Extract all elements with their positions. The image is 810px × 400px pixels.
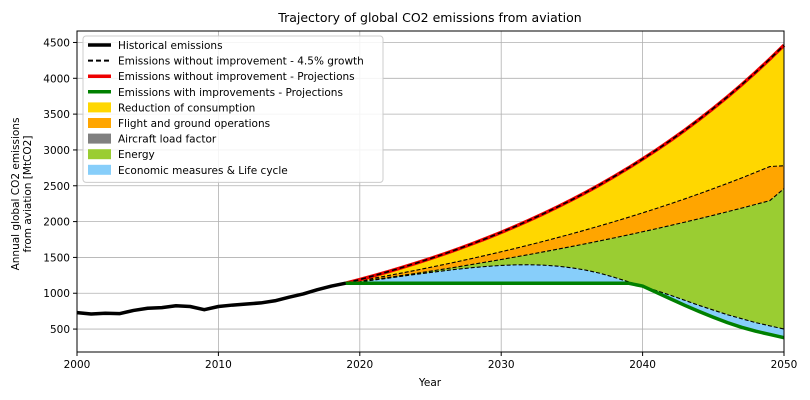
- y-axis-title-line-2: from aviation [MtCO2]: [22, 136, 34, 253]
- legend-patch-swatch: [88, 149, 111, 160]
- x-tick-label: 2040: [629, 359, 656, 371]
- legend-entry-label: Flight and ground operations: [118, 118, 270, 130]
- x-tick-label: 2030: [488, 359, 515, 371]
- y-tick-label: 500: [50, 324, 70, 336]
- legend-patch-swatch: [88, 164, 111, 175]
- y-tick-label: 3500: [43, 109, 70, 121]
- y-tick-label: 4500: [43, 37, 70, 49]
- legend-entry-label: Historical emissions: [118, 40, 223, 52]
- axis-ticks: 2000 2010 2020 2030 2040 2050 500 1000 1500 2000 2…: [43, 37, 797, 371]
- legend: Historical emissions Emissions without im…: [82, 35, 384, 183]
- y-tick-label: 1500: [43, 252, 70, 264]
- legend-entry-label: Emissions without improvement - 4.5% gro…: [118, 56, 364, 68]
- legend-entry-label: Energy: [118, 149, 155, 161]
- x-axis-title: Year: [418, 377, 442, 389]
- series-lines: [76, 44, 786, 340]
- legend-entry-label: Emissions with improvements - Projection…: [118, 87, 343, 99]
- legend-patch-swatch: [88, 102, 111, 113]
- legend-box: [82, 35, 384, 183]
- area-energy: [345, 188, 784, 330]
- operations-boundary-line: [345, 188, 785, 284]
- plot-frame: [76, 30, 785, 353]
- historical-emissions-line: [76, 281, 347, 316]
- y-tick-label: 1000: [43, 288, 70, 300]
- y-tick-label: 2500: [43, 181, 70, 193]
- growth-dashed-line: [345, 44, 785, 284]
- legend-entry-label: Economic measures & Life cycle: [118, 165, 288, 177]
- x-tick-label: 2050: [771, 359, 798, 371]
- legend-patch-swatch: [88, 133, 111, 144]
- legend-entry-label: Reduction of consumption: [118, 102, 255, 114]
- y-axis-title-line-1: Annual global CO2 emissions: [10, 118, 22, 271]
- y-tick-label: 3000: [43, 145, 70, 157]
- energy-boundary-line: [345, 264, 785, 330]
- x-tick-label: 2000: [64, 359, 91, 371]
- legend-entry-label: Aircraft load factor: [118, 134, 217, 146]
- y-tick-label: 4000: [43, 73, 70, 85]
- chart-title: Trajectory of global CO2 emissions from …: [277, 10, 581, 25]
- x-tick-label: 2020: [346, 359, 373, 371]
- legend-patch-swatch: [88, 118, 111, 128]
- x-tick-label: 2010: [205, 359, 232, 371]
- legend-entry-label: Emissions without improvement - Projecti…: [118, 71, 355, 83]
- projection-with-improvements-line: [345, 281, 785, 340]
- consumption-boundary-line: [345, 165, 785, 284]
- y-tick-label: 2000: [43, 217, 70, 229]
